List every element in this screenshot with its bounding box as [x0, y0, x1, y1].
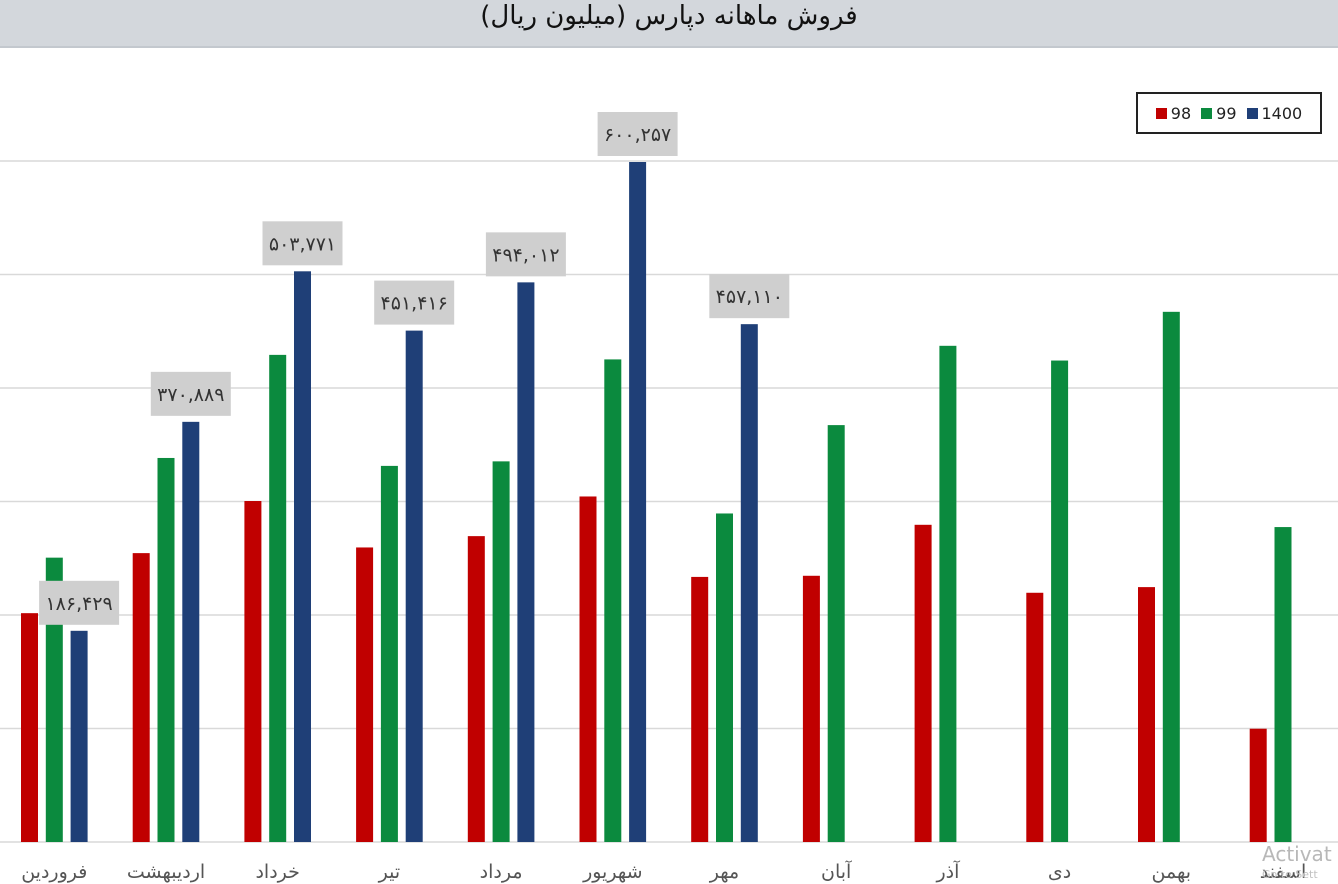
bar-1400-1 [182, 421, 200, 842]
chart-title: فروش ماهانه دپارس (میلیون ریال) [480, 1, 858, 31]
bar-98-1 [132, 553, 150, 842]
x-tick-label: مهر [709, 861, 739, 883]
bar-98-3 [356, 547, 374, 842]
data-label-text: ۶۰۰,۲۵۷ [604, 124, 671, 146]
bar-1400-6 [740, 324, 758, 842]
bar-99-3 [380, 465, 398, 842]
title-bar: فروش ماهانه دپارس (میلیون ریال) [0, 0, 1338, 48]
bars [21, 162, 1292, 843]
x-tick-label: دی [1048, 861, 1071, 883]
bar-1400-2 [294, 271, 311, 843]
activation-watermark: Activat [1262, 842, 1332, 866]
data-label-text: ۳۷۰,۸۸۹ [157, 384, 224, 406]
legend-item-98: 98 [1155, 103, 1192, 123]
bar-99-4 [492, 461, 510, 842]
x-tick-label: آبان [821, 859, 852, 883]
legend-item-1400: 1400 [1246, 103, 1303, 123]
bar-99-5 [604, 359, 622, 842]
bar-1400-0 [70, 630, 88, 842]
data-label-6: ۴۵۷,۱۱۰ [709, 274, 790, 319]
x-tick-label: فروردین [21, 861, 87, 883]
bar-99-11 [1274, 527, 1292, 842]
data-label-box [485, 232, 566, 277]
data-label-box [39, 580, 120, 625]
x-tick-label: مرداد [480, 861, 523, 883]
legend-swatch [1246, 107, 1258, 119]
data-label-box [709, 274, 790, 319]
x-tick-label: بهمن [1152, 861, 1192, 883]
gridlines [0, 160, 1338, 843]
data-label-1: ۳۷۰,۸۸۹ [150, 371, 231, 416]
data-label-box [374, 280, 455, 325]
bar-98-4 [467, 536, 485, 842]
bar-1400-4 [517, 282, 535, 842]
x-tick-label: آذر [935, 859, 960, 883]
legend-label: 99 [1216, 103, 1237, 123]
data-label-2: ۵۰۳,۷۷۱ [262, 221, 343, 266]
legend-label: 1400 [1261, 103, 1303, 123]
legend: 98 99 1400 [1136, 92, 1322, 134]
x-tick-label: اسفند [1260, 861, 1307, 883]
bar-98-7 [802, 575, 820, 842]
data-label-text: ۱۸۶,۴۲۹ [45, 593, 112, 615]
data-label-4: ۴۹۴,۰۱۲ [485, 232, 566, 277]
bar-98-2 [244, 501, 262, 842]
legend-swatch [1155, 107, 1167, 119]
data-labels: ۱۸۶,۴۲۹ ۳۷۰,۸۸۹ ۵۰۳,۷۷۱ ۴۵۱,۴۱۶ ۴۹۴,۰۱۲ ۶۰۰,۲… [39, 112, 790, 625]
data-label-box [597, 112, 678, 156]
bar-99-1 [157, 457, 175, 842]
data-label-text: ۴۵۱,۴۱۶ [381, 293, 448, 315]
bar-98-11 [1249, 728, 1267, 842]
data-label-text: ۴۹۴,۰۱۲ [492, 244, 559, 266]
legend-swatch [1201, 107, 1213, 119]
bar-99-0 [45, 557, 63, 842]
data-label-5: ۶۰۰,۲۵۷ [597, 112, 678, 156]
x-axis-labels: فروردین اردیبهشت خرداد تیر مرداد شهریور مهر آبا… [21, 859, 1306, 883]
bar-99-10 [1162, 311, 1180, 842]
bar-99-7 [827, 425, 845, 842]
bar-98-8 [914, 524, 932, 842]
bar-98-10 [1138, 587, 1155, 842]
x-tick-label: خرداد [255, 861, 299, 883]
bar-98-9 [1026, 592, 1044, 842]
legend-label: 98 [1170, 103, 1192, 123]
x-tick-label: تیر [378, 861, 401, 883]
bar-99-8 [939, 345, 957, 842]
data-label-box [262, 221, 343, 266]
bar-98-5 [579, 496, 597, 842]
bar-1400-3 [405, 330, 423, 842]
x-tick-label: شهریور [582, 861, 642, 883]
bar-99-2 [269, 354, 287, 842]
x-tick-label: اردیبهشت [127, 861, 205, 883]
data-label-text: ۵۰۳,۷۷۱ [269, 233, 336, 255]
legend-item-99: 99 [1201, 103, 1237, 123]
bar-99-9 [1051, 360, 1069, 842]
data-label-0: ۱۸۶,۴۲۹ [39, 580, 120, 625]
bar-99-6 [716, 513, 733, 842]
activation-watermark-sub: Go to Sett [1262, 868, 1318, 881]
bar-98-0 [21, 613, 38, 842]
data-label-3: ۴۵۱,۴۱۶ [374, 280, 455, 325]
data-label-text: ۴۵۷,۱۱۰ [716, 286, 783, 308]
bar-1400-5 [629, 162, 647, 842]
bar-98-6 [691, 576, 709, 842]
data-label-box [150, 371, 231, 416]
